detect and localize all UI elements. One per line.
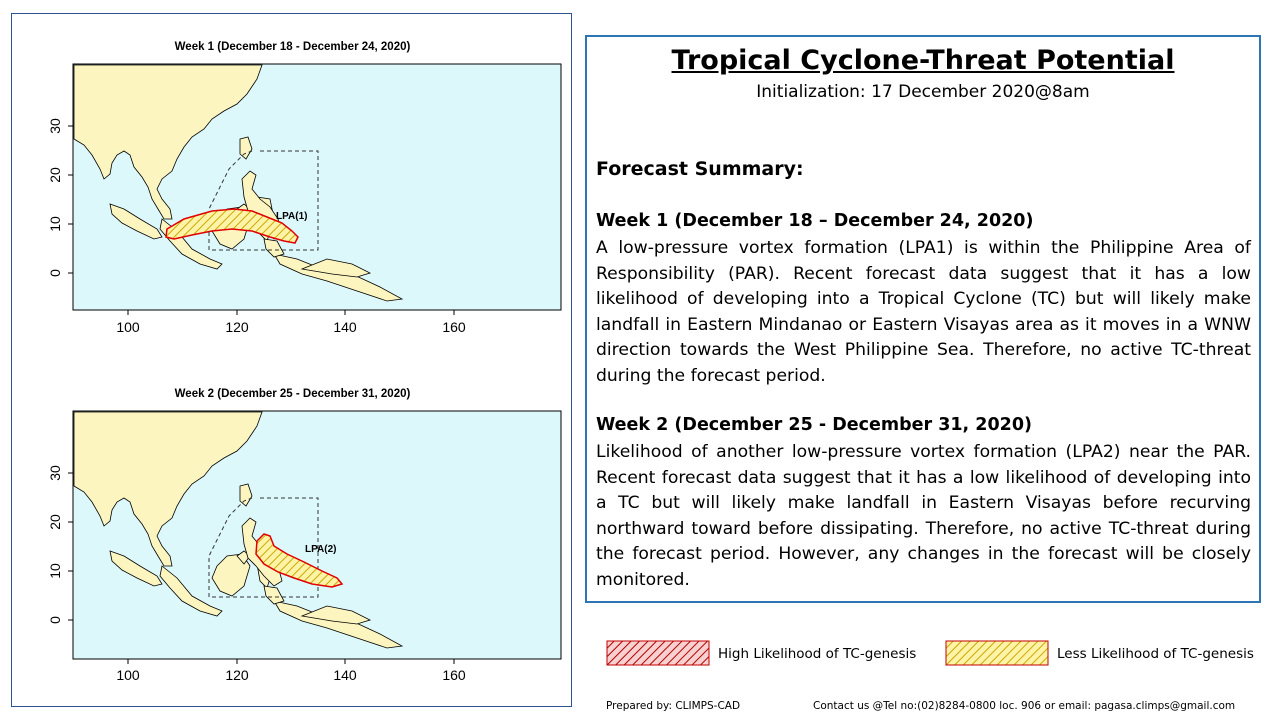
x-tick-label: 140 bbox=[333, 667, 357, 683]
lpa1-region bbox=[165, 208, 299, 244]
y-tick-label: 30 bbox=[47, 118, 63, 134]
lpa1-label: LPA(1) bbox=[276, 211, 307, 222]
x-tick-label: 120 bbox=[225, 667, 249, 683]
y-tick-label: 20 bbox=[47, 514, 63, 530]
x-tick-label: 160 bbox=[442, 667, 466, 683]
contact-info: Contact us @Tel no:(02)8284-0800 loc. 90… bbox=[813, 700, 1236, 712]
y-tick-label: 10 bbox=[47, 563, 63, 579]
initialization-line: Initialization: 17 December 2020@8am bbox=[756, 82, 1090, 102]
x-tick-label: 140 bbox=[333, 319, 357, 335]
y-tick-label: 0 bbox=[47, 616, 63, 624]
week1-heading: Week 1 (December 18 – December 24, 2020) bbox=[596, 211, 1034, 231]
legend-swatch-less bbox=[945, 640, 1049, 666]
page-title: Tropical Cyclone-Threat Potential bbox=[671, 45, 1175, 76]
prepared-by: Prepared by: CLIMPS-CAD bbox=[606, 700, 741, 712]
x-tick-label: 120 bbox=[225, 319, 249, 335]
x-tick-label: 100 bbox=[116, 667, 140, 683]
forecast-panel: Tropical Cyclone-Threat Potential Initia… bbox=[585, 35, 1261, 603]
y-tick-label: 20 bbox=[47, 167, 63, 183]
map-week1: LPA(1) 100 120 140 160 30 20 10 0 bbox=[47, 63, 562, 335]
map-week2: LPA(2) 100 120 140 160 30 20 10 0 bbox=[47, 410, 562, 683]
week1-text: A low-pressure vortex formation (LPA1) i… bbox=[596, 238, 1251, 386]
y-tick-label: 30 bbox=[47, 465, 63, 481]
week2-heading: Week 2 (December 25 - December 31, 2020) bbox=[596, 415, 1032, 435]
map-title-week2: Week 2 (December 25 - December 31, 2020) bbox=[174, 388, 411, 400]
map-title-week1: Week 1 (December 18 - December 24, 2020) bbox=[174, 41, 411, 53]
week2-text: Likelihood of another low-pressure vorte… bbox=[596, 442, 1251, 590]
x-tick-label: 160 bbox=[442, 319, 466, 335]
forecast-summary-heading: Forecast Summary: bbox=[596, 158, 804, 180]
lpa2-label: LPA(2) bbox=[305, 544, 336, 555]
y-tick-label: 10 bbox=[47, 216, 63, 232]
legend-label-high: High Likelihood of TC-genesis bbox=[718, 646, 917, 662]
map-panel: Week 1 (December 18 - December 24, 2020)… bbox=[11, 13, 572, 707]
lpa2-region bbox=[255, 533, 344, 588]
y-tick-label: 0 bbox=[47, 269, 63, 277]
x-tick-label: 100 bbox=[116, 319, 140, 335]
legend-swatch-high bbox=[606, 640, 710, 666]
legend-label-less: Less Likelihood of TC-genesis bbox=[1057, 646, 1254, 662]
